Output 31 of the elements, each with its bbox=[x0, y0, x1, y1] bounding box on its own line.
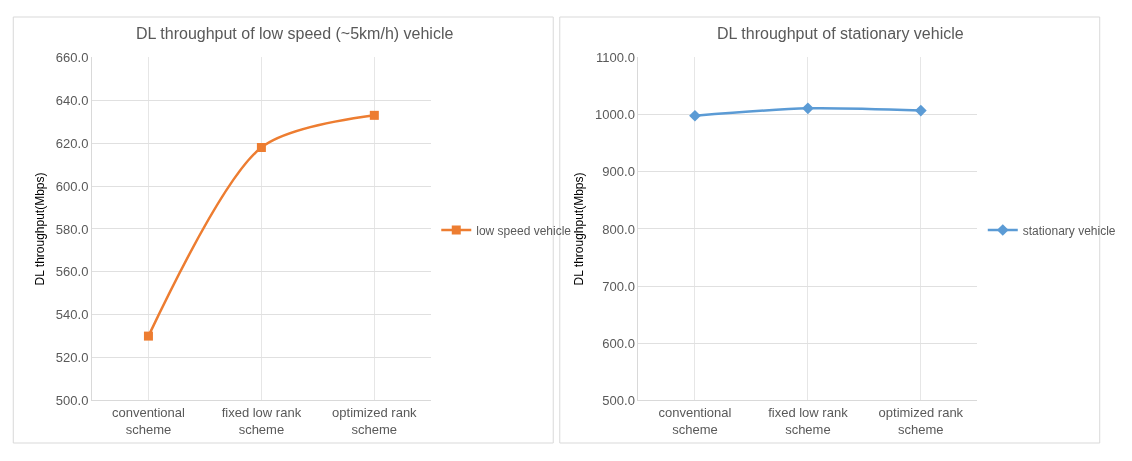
y-tick-label: 620.0 bbox=[55, 135, 89, 151]
legend-label: stationary vehicle bbox=[1022, 223, 1116, 238]
y-tick-label: 580.0 bbox=[55, 221, 89, 237]
y-tick-label: 520.0 bbox=[55, 350, 89, 366]
y-tick-label: 640.0 bbox=[55, 92, 89, 108]
point bbox=[256, 142, 266, 152]
x-tick-label: conventional scheme bbox=[111, 405, 186, 437]
y-tick-label: 600.0 bbox=[55, 178, 89, 194]
y-tick-label: 900.0 bbox=[602, 164, 635, 180]
y-tick-label: 500.0 bbox=[602, 392, 635, 408]
legend-label: low speed vehicle bbox=[476, 223, 572, 238]
y-tick-label: 560.0 bbox=[55, 264, 89, 280]
y-axis-title: DL throughput(Mbps) bbox=[572, 172, 587, 286]
y-tick-label: 660.0 bbox=[55, 50, 89, 66]
y-tick-label: 1100.0 bbox=[596, 50, 635, 66]
point bbox=[143, 331, 153, 341]
y-tick-label: 600.0 bbox=[602, 335, 635, 351]
x-tick-label: fixed low rank scheme bbox=[221, 405, 302, 437]
y-tick-label: 800.0 bbox=[602, 221, 635, 237]
y-tick-label: 1000.0 bbox=[595, 107, 635, 123]
y-tick-label: 540.0 bbox=[55, 307, 89, 323]
x-tick-label: fixed low rank scheme bbox=[768, 405, 849, 437]
y-tick-label: 700.0 bbox=[602, 278, 635, 294]
y-axis-title: DL throughput(Mbps) bbox=[33, 172, 48, 286]
x-tick-label: optimized rank scheme bbox=[878, 405, 964, 437]
chart-title: DL throughput of low speed (~5km/h) vehicle bbox=[136, 25, 454, 42]
x-tick-label: optimized rank scheme bbox=[332, 405, 418, 437]
point bbox=[369, 110, 379, 120]
chart-title: DL throughput of stationary vehicle bbox=[717, 25, 964, 42]
x-tick-label: conventional scheme bbox=[658, 405, 732, 437]
y-tick-label: 500.0 bbox=[55, 392, 89, 408]
